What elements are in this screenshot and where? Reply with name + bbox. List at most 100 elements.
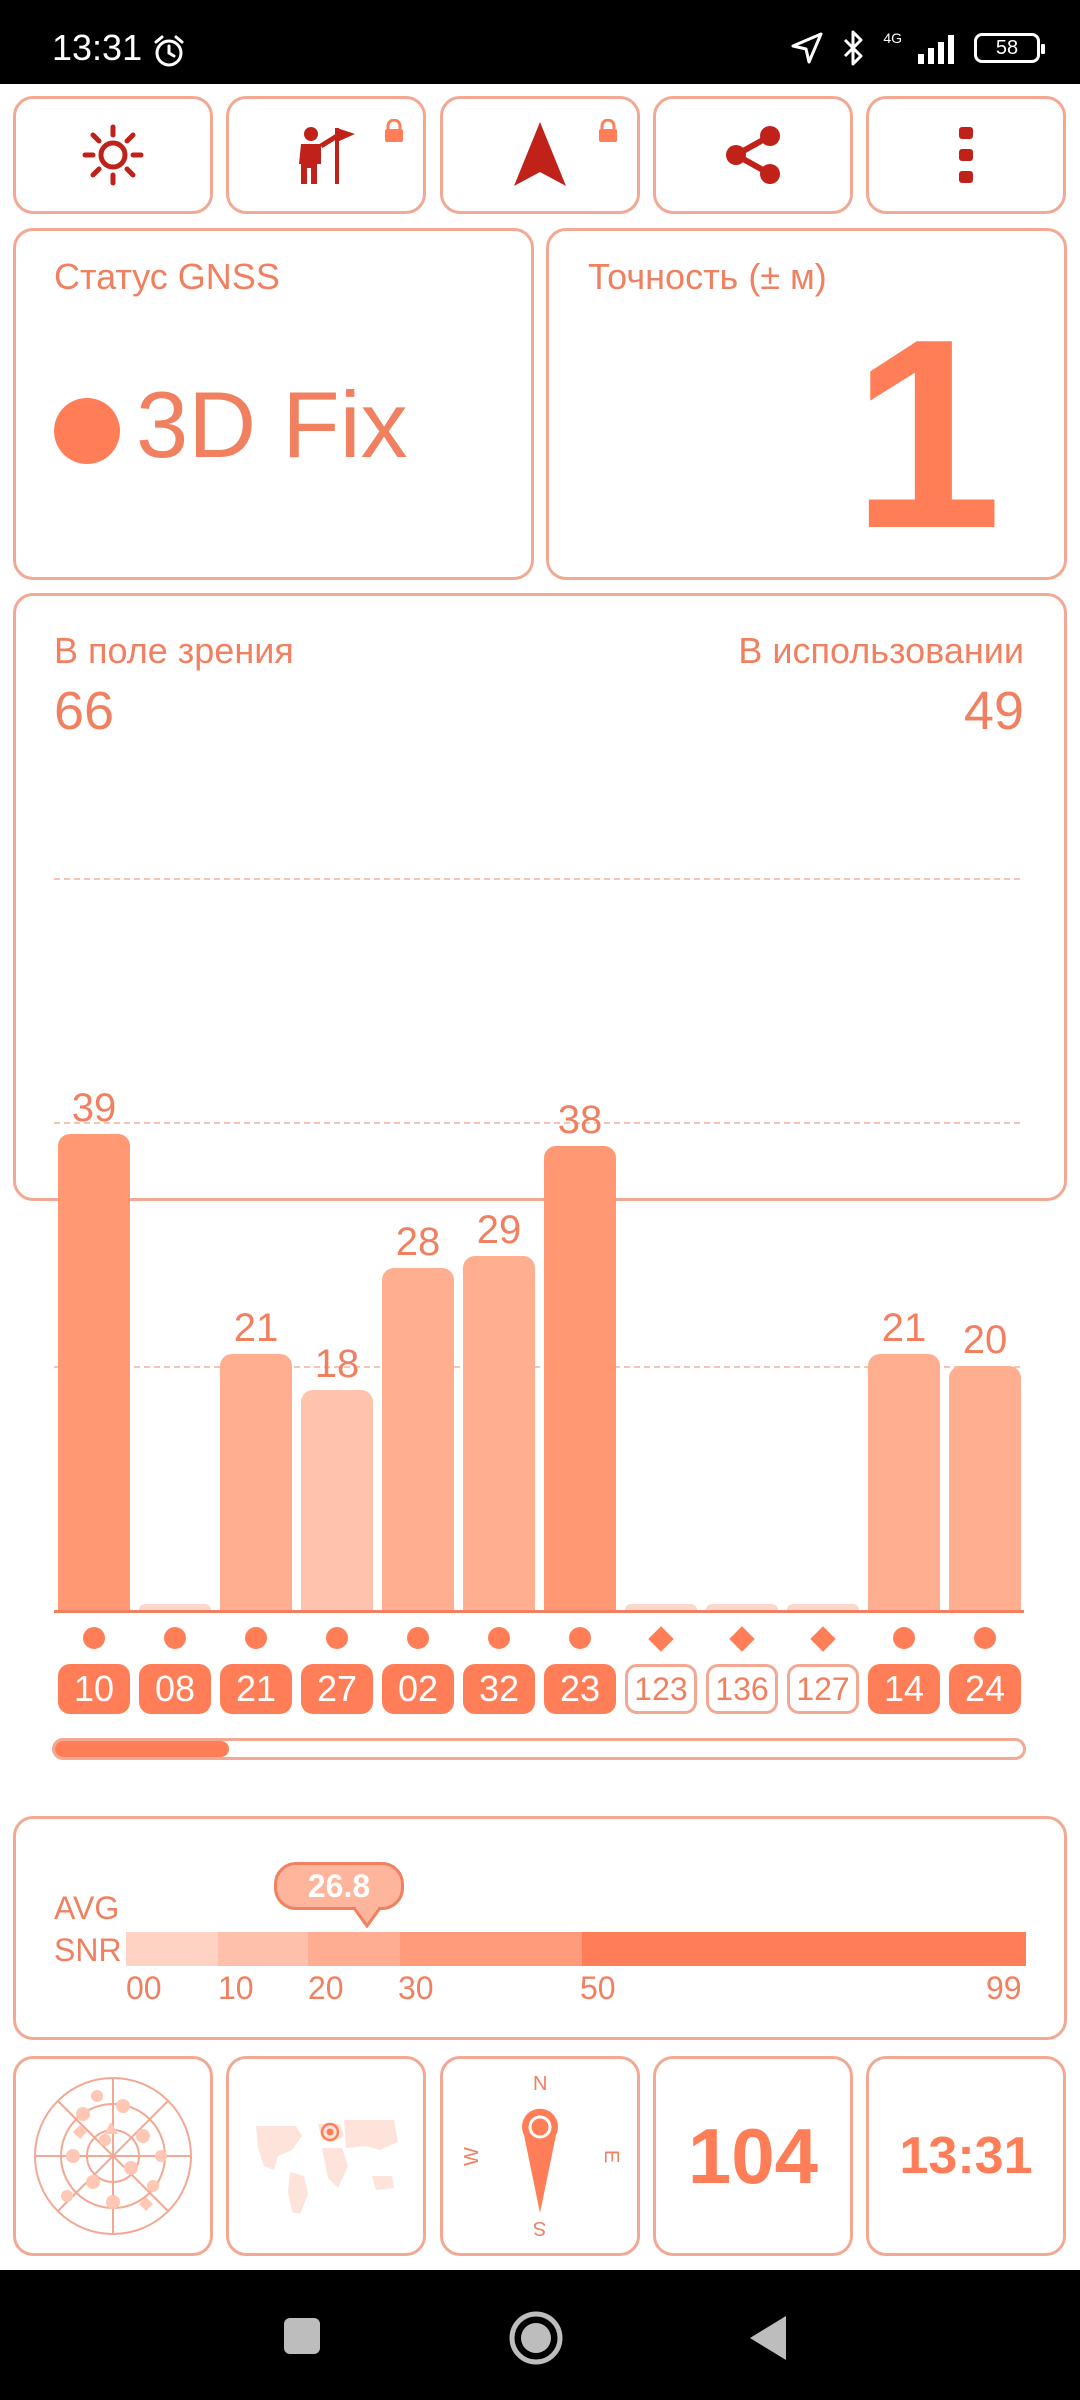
satellite-id-chip[interactable]: 136 <box>706 1664 778 1714</box>
location-icon <box>791 32 823 64</box>
recents-icon[interactable] <box>282 2316 322 2356</box>
accuracy-value: 1 <box>851 284 1002 585</box>
circle-marker-icon <box>326 1627 348 1649</box>
satellite-id-chip[interactable]: 10 <box>58 1664 130 1714</box>
world-map-icon <box>256 2120 398 2214</box>
goal-button[interactable] <box>226 96 426 214</box>
circle-marker-icon <box>569 1627 591 1649</box>
bar-value-label: 18 <box>314 1342 360 1387</box>
network-type: 4G <box>883 30 902 46</box>
circle-marker-icon <box>83 1627 105 1649</box>
signal-bar <box>949 1366 1021 1610</box>
diamond-marker-icon <box>729 1626 755 1652</box>
more-vert-icon <box>959 127 973 183</box>
fix-status-dot <box>54 398 120 464</box>
signal-bar <box>868 1353 940 1610</box>
bar-value-label: 20 <box>962 1318 1008 1362</box>
in-view-label: В поле зрения <box>54 630 294 671</box>
snr-segment-30-50 <box>400 1932 582 1966</box>
satellite-id-chip[interactable]: 27 <box>301 1664 373 1714</box>
satellite-id-chip[interactable]: 21 <box>220 1664 292 1714</box>
satellite-id-chip[interactable]: 14 <box>868 1664 940 1714</box>
bar-value-label: 21 <box>881 1305 927 1350</box>
signal-bar <box>463 1256 535 1610</box>
signal-bar <box>301 1390 373 1610</box>
status-bar: 13:31 4G 58 <box>0 0 1080 84</box>
share-button[interactable] <box>653 96 853 214</box>
signal-bar <box>220 1353 292 1610</box>
chart-scroll-thumb[interactable] <box>55 1741 230 1757</box>
person-flag-icon <box>299 127 355 184</box>
circle-marker-icon <box>974 1627 996 1649</box>
satellite-id-chip[interactable]: 123 <box>625 1664 697 1714</box>
back-icon[interactable] <box>748 2314 788 2362</box>
gridline <box>54 878 1020 880</box>
gnss-status-label: Статус GNSS <box>54 256 280 297</box>
status-time: 13:31 <box>52 27 143 68</box>
in-use-label: В использовании <box>738 630 1024 671</box>
fix-status-value: 3D Fix <box>136 372 408 477</box>
signal-bar <box>787 1604 859 1610</box>
snr-average-value: 26.8 <box>307 1867 371 1904</box>
snr-segment-50-99 <box>582 1932 1026 1966</box>
circle-marker-icon <box>407 1627 429 1649</box>
circle-marker-icon <box>164 1627 186 1649</box>
satellite-id-chip[interactable]: 23 <box>544 1664 616 1714</box>
snr-tick: 50 <box>580 1970 616 2006</box>
clock-tile[interactable]: 13:31 <box>866 2056 1066 2256</box>
lock-icon <box>599 119 617 142</box>
signal-bar <box>139 1604 211 1610</box>
compass-east: E <box>599 2149 622 2164</box>
signal-bar <box>544 1146 616 1610</box>
bubble-pointer-icon <box>352 1906 382 1928</box>
compass-needle-icon <box>522 2108 558 2213</box>
signal-bar <box>706 1604 778 1610</box>
snr-segment-20-30 <box>308 1932 400 1966</box>
accuracy-card[interactable] <box>546 228 1067 580</box>
diamond-marker-icon <box>810 1626 836 1652</box>
navigation-button[interactable] <box>440 96 640 214</box>
chart-scrollbar[interactable] <box>52 1738 1026 1760</box>
navigation-arrow-icon <box>514 122 566 186</box>
clock-value: 13:31 <box>899 2127 1033 2185</box>
diamond-marker-icon <box>648 1626 674 1652</box>
snr-tick: 10 <box>218 1970 254 2006</box>
signal-icon <box>918 35 954 64</box>
bar-value-label: 39 <box>71 1086 117 1131</box>
signal-bar <box>58 1134 130 1610</box>
counter-value: 104 <box>687 2111 819 2200</box>
snr-label-snr: SNR <box>54 1932 122 1968</box>
gridline <box>54 1366 1020 1368</box>
circle-marker-icon <box>893 1627 915 1649</box>
satellite-id-chip[interactable]: 32 <box>463 1664 535 1714</box>
satellite-id-chip[interactable]: 02 <box>382 1664 454 1714</box>
satellite-id-chip[interactable]: 127 <box>787 1664 859 1714</box>
home-icon[interactable] <box>508 2310 564 2366</box>
compass-north: N <box>533 2073 548 2095</box>
system-nav-bar <box>0 2270 1080 2400</box>
snr-tick: 00 <box>126 1970 162 2006</box>
share-icon <box>726 126 780 184</box>
counter-tile[interactable]: 104 <box>653 2056 853 2256</box>
in-view-count: 66 <box>54 681 115 741</box>
in-use-count: 49 <box>963 681 1024 741</box>
more-menu-button[interactable] <box>866 96 1066 214</box>
bar-value-label: 28 <box>395 1220 441 1265</box>
chart-baseline <box>54 1610 1024 1613</box>
accuracy-label: Точность (± м) <box>588 256 827 297</box>
compass-tile[interactable]: N E S W <box>440 2056 640 2256</box>
snr-segment-00-10 <box>126 1932 218 1966</box>
circle-marker-icon <box>488 1627 510 1649</box>
snr-label-avg: AVG <box>54 1890 120 1926</box>
battery-icon: 58 <box>974 33 1045 63</box>
satellite-chart-card[interactable] <box>13 593 1067 1201</box>
map-tile[interactable] <box>226 2056 426 2256</box>
snr-card[interactable] <box>13 1816 1067 2040</box>
satellite-id-chip[interactable]: 08 <box>139 1664 211 1714</box>
satellite-id-chip[interactable]: 24 <box>949 1664 1021 1714</box>
brightness-button[interactable] <box>13 96 213 214</box>
compass-south: S <box>533 2217 547 2239</box>
sky-view-tile[interactable] <box>13 2056 213 2256</box>
battery-level: 58 <box>995 36 1019 59</box>
brightness-icon <box>82 124 144 186</box>
